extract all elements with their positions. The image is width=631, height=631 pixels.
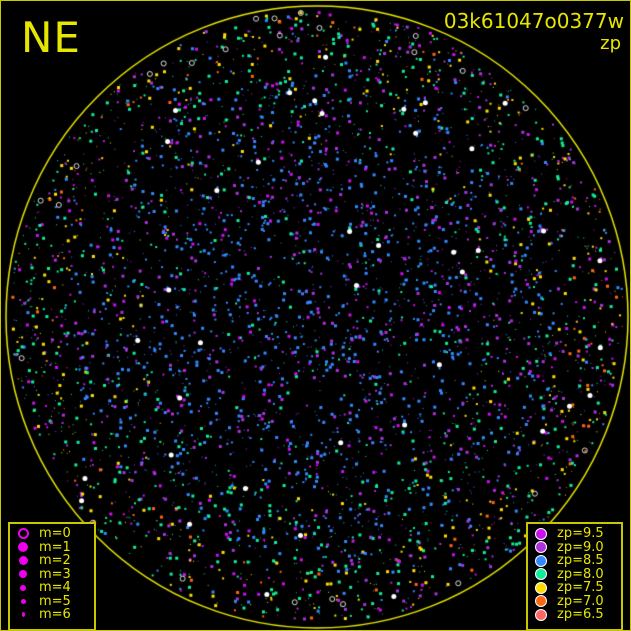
magnitude-legend-label: m=1 — [39, 539, 71, 555]
magnitude-legend: m=0 m=1 m=2 m=3 m=4 m=5 m=6 — [8, 522, 96, 630]
magnitude-legend-label: m=2 — [39, 553, 71, 569]
mode-label: zp — [600, 33, 621, 54]
magnitude-legend-item: m=1 — [15, 539, 89, 555]
magnitude-marker-icon — [17, 528, 29, 540]
zp-legend-label: zp=8.0 — [557, 566, 604, 582]
zp-legend-item: zp=7.5 — [533, 580, 616, 596]
magnitude-legend-label: m=6 — [39, 607, 71, 623]
magnitude-legend-label: m=4 — [39, 580, 71, 596]
zp-legend-item: zp=9.5 — [533, 526, 616, 542]
zp-legend-label: zp=9.5 — [557, 526, 604, 542]
zp-color-swatch-icon — [535, 595, 547, 608]
zp-color-swatch-icon — [535, 608, 547, 621]
magnitude-marker-icon — [21, 612, 25, 618]
magnitude-marker-icon — [19, 570, 27, 579]
zp-legend-item: zp=8.5 — [533, 553, 616, 569]
zp-color-swatch-icon — [535, 541, 547, 554]
zp-legend-label: zp=8.5 — [557, 553, 604, 569]
magnitude-legend-item: m=3 — [15, 566, 89, 582]
zp-color-swatch-icon — [535, 581, 547, 594]
zp-legend-label: zp=7.5 — [557, 580, 604, 596]
magnitude-marker-icon — [20, 584, 26, 591]
magnitude-marker-icon — [18, 542, 28, 553]
zp-legend-label: zp=9.0 — [557, 539, 604, 555]
zp-legend-item: zp=9.0 — [533, 539, 616, 555]
magnitude-legend-item: m=2 — [15, 553, 89, 569]
zp-legend: zp=9.5 zp=9.0 zp=8.5 zp=8.0 zp=7.5 zp=7.0 zp=6… — [526, 522, 623, 630]
zp-legend-item: zp=8.0 — [533, 566, 616, 582]
zp-legend-label: zp=6.5 — [557, 607, 604, 623]
magnitude-legend-label: m=3 — [39, 566, 71, 582]
magnitude-legend-item: m=4 — [15, 580, 89, 596]
camera-id: 03k61047o0377w — [443, 9, 624, 33]
magnitude-legend-item: m=5 — [15, 593, 89, 609]
zp-legend-item: zp=7.0 — [533, 593, 616, 609]
magnitude-marker-icon — [18, 556, 28, 566]
zp-legend-label: zp=7.0 — [557, 593, 604, 609]
direction-label: NE — [21, 13, 81, 62]
magnitude-marker-icon — [20, 598, 26, 604]
magnitude-legend-item: m=0 — [15, 526, 89, 542]
zp-color-swatch-icon — [535, 527, 547, 540]
magnitude-legend-label: m=5 — [39, 593, 71, 609]
magnitude-legend-item: m=6 — [15, 607, 89, 623]
zp-legend-item: zp=6.5 — [533, 607, 616, 623]
magnitude-legend-label: m=0 — [39, 526, 71, 542]
zp-color-swatch-icon — [535, 568, 547, 581]
zp-color-swatch-icon — [535, 554, 547, 567]
